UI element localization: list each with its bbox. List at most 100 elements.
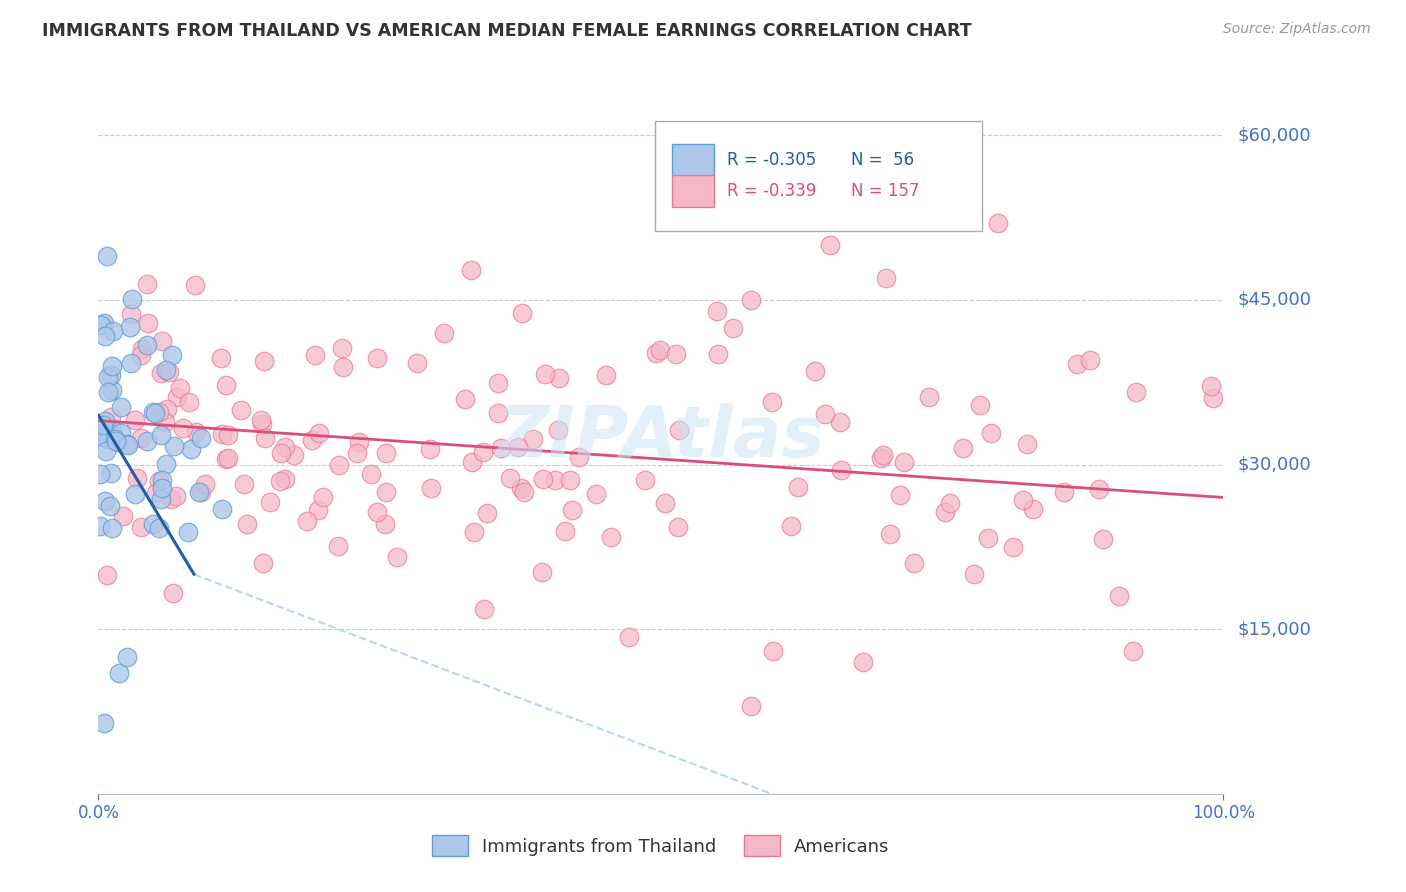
Point bbox=[150, 366, 173, 380]
Point bbox=[347, 434, 370, 449]
Point bbox=[1053, 485, 1076, 500]
Text: $60,000: $60,000 bbox=[1237, 126, 1310, 145]
Text: N = 157: N = 157 bbox=[852, 182, 920, 200]
Point bbox=[100, 359, 122, 373]
Point bbox=[136, 277, 159, 291]
Point bbox=[568, 450, 591, 464]
Point bbox=[1199, 379, 1222, 393]
Text: N =  56: N = 56 bbox=[852, 152, 914, 169]
Point bbox=[644, 345, 666, 359]
Point bbox=[374, 517, 396, 532]
Text: $45,000: $45,000 bbox=[1237, 291, 1312, 309]
Point bbox=[96, 249, 118, 263]
Point bbox=[666, 519, 689, 533]
Point bbox=[129, 520, 152, 534]
Point bbox=[94, 329, 117, 343]
Point bbox=[149, 491, 172, 506]
Point bbox=[129, 348, 152, 362]
Point bbox=[103, 324, 125, 338]
Point bbox=[328, 458, 350, 472]
Point bbox=[169, 381, 191, 395]
Point bbox=[194, 476, 217, 491]
Point bbox=[406, 356, 429, 370]
Point bbox=[475, 506, 498, 520]
Point bbox=[112, 509, 135, 524]
Point bbox=[96, 568, 118, 582]
Point bbox=[274, 440, 297, 454]
Point bbox=[270, 446, 292, 460]
Point bbox=[872, 448, 894, 462]
Point bbox=[217, 428, 239, 442]
Point bbox=[187, 485, 209, 500]
Point bbox=[780, 519, 803, 533]
Point bbox=[952, 442, 974, 456]
Text: R = -0.339: R = -0.339 bbox=[727, 182, 817, 200]
Point bbox=[1080, 353, 1102, 368]
Point bbox=[1108, 589, 1130, 603]
Point bbox=[180, 442, 202, 456]
Point bbox=[761, 395, 783, 409]
Point bbox=[513, 484, 536, 499]
Point bbox=[419, 481, 441, 495]
Point bbox=[274, 472, 297, 486]
Point bbox=[124, 487, 146, 501]
Point bbox=[211, 426, 233, 441]
Point bbox=[110, 426, 132, 441]
Point bbox=[269, 474, 291, 488]
Point bbox=[830, 463, 852, 477]
Point bbox=[706, 303, 728, 318]
Point bbox=[93, 715, 115, 730]
Point bbox=[897, 183, 920, 197]
Point bbox=[131, 431, 153, 445]
Point bbox=[211, 502, 233, 516]
Point bbox=[433, 326, 456, 340]
Text: IMMIGRANTS FROM THAILAND VS AMERICAN MEDIAN FEMALE EARNINGS CORRELATION CHART: IMMIGRANTS FROM THAILAND VS AMERICAN MED… bbox=[42, 22, 972, 40]
Point bbox=[304, 347, 326, 361]
Point bbox=[707, 347, 730, 361]
Point bbox=[332, 360, 354, 375]
Point bbox=[1202, 392, 1225, 406]
Point bbox=[508, 441, 530, 455]
Point bbox=[375, 445, 398, 459]
Point bbox=[499, 471, 522, 485]
Point bbox=[366, 505, 388, 519]
Point bbox=[190, 484, 212, 499]
Point bbox=[215, 377, 238, 392]
Point bbox=[312, 490, 335, 504]
Point bbox=[531, 472, 554, 486]
Point bbox=[184, 277, 207, 292]
Point bbox=[509, 481, 531, 495]
Point bbox=[308, 425, 330, 440]
Point bbox=[157, 365, 180, 379]
Point bbox=[723, 321, 745, 335]
Point bbox=[939, 495, 962, 509]
Point bbox=[131, 342, 153, 356]
Point bbox=[366, 351, 388, 366]
Point bbox=[91, 429, 114, 443]
Point bbox=[115, 649, 138, 664]
Point bbox=[172, 421, 194, 435]
Point bbox=[145, 486, 167, 500]
Point bbox=[818, 238, 841, 252]
Point bbox=[534, 367, 557, 381]
Point bbox=[148, 475, 170, 489]
Point bbox=[870, 451, 893, 466]
Point bbox=[650, 343, 672, 357]
Point bbox=[547, 370, 569, 384]
Point bbox=[360, 467, 382, 481]
Point bbox=[90, 318, 112, 332]
Point bbox=[472, 445, 495, 459]
Point bbox=[1088, 482, 1111, 496]
Point bbox=[97, 370, 120, 384]
Point bbox=[852, 655, 875, 669]
Point bbox=[110, 400, 132, 414]
Point bbox=[740, 293, 762, 307]
Point bbox=[249, 413, 271, 427]
Point bbox=[89, 423, 111, 437]
Point bbox=[486, 406, 509, 420]
Point bbox=[463, 524, 485, 539]
Point bbox=[160, 492, 183, 507]
Point bbox=[980, 425, 1002, 440]
Point bbox=[121, 293, 143, 307]
Point bbox=[918, 390, 941, 404]
